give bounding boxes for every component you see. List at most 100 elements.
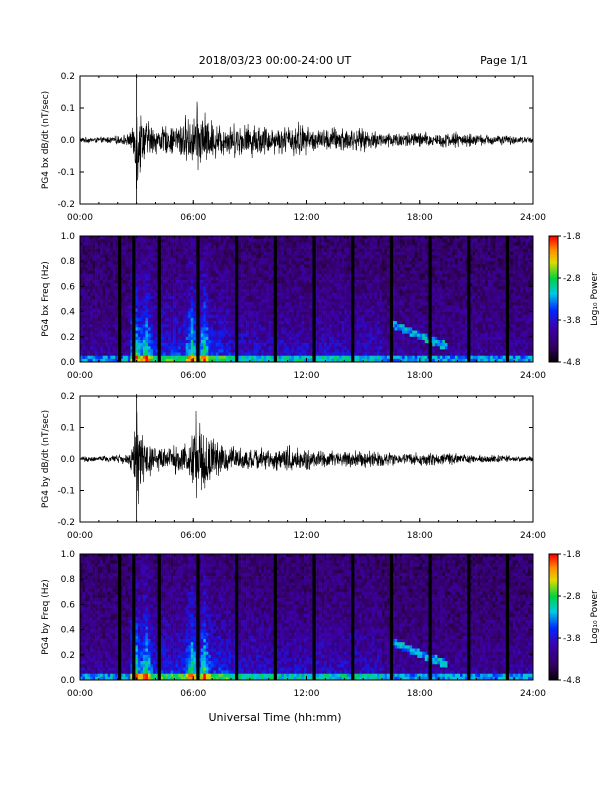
heatmap-cell bbox=[123, 353, 126, 356]
heatmap-cell bbox=[347, 356, 350, 359]
heatmap-cell bbox=[261, 346, 264, 349]
heatmap-cell bbox=[344, 321, 347, 324]
heatmap-cell bbox=[206, 308, 209, 311]
heatmap-cell bbox=[246, 286, 249, 289]
heatmap-cell bbox=[216, 305, 219, 308]
heatmap-cell bbox=[173, 271, 176, 274]
heatmap-cell bbox=[377, 299, 380, 302]
heatmap-cell bbox=[125, 334, 128, 337]
heatmap-cell bbox=[359, 312, 362, 315]
heatmap-cell bbox=[181, 302, 184, 305]
heatmap-cell bbox=[337, 356, 340, 359]
heatmap-cell bbox=[251, 255, 254, 258]
heatmap-cell bbox=[347, 236, 350, 239]
heatmap-cell bbox=[377, 258, 380, 261]
heatmap-cell bbox=[359, 343, 362, 346]
heatmap-cell bbox=[95, 356, 98, 359]
heatmap-cell bbox=[286, 315, 289, 318]
heatmap-cell bbox=[379, 305, 382, 308]
heatmap-cell bbox=[90, 331, 93, 334]
heatmap-cell bbox=[145, 277, 148, 280]
heatmap-cell bbox=[377, 308, 380, 311]
heatmap-cell bbox=[88, 242, 91, 245]
heatmap-cell bbox=[140, 245, 143, 248]
heatmap-cell bbox=[239, 252, 242, 255]
heatmap-cell bbox=[93, 268, 96, 271]
heatmap-cell bbox=[354, 321, 357, 324]
heatmap-cell bbox=[307, 268, 310, 271]
heatmap-cell bbox=[299, 331, 302, 334]
heatmap-cell bbox=[228, 346, 231, 349]
heatmap-cell bbox=[98, 245, 101, 248]
heatmap-cell bbox=[208, 353, 211, 356]
heatmap-cell bbox=[244, 334, 247, 337]
heatmap-cell bbox=[324, 356, 327, 359]
heatmap-cell bbox=[123, 356, 126, 359]
heatmap-cell bbox=[213, 353, 216, 356]
heatmap-cell bbox=[377, 315, 380, 318]
heatmap-cell bbox=[218, 302, 221, 305]
heatmap-cell bbox=[178, 268, 181, 271]
heatmap-cell bbox=[183, 255, 186, 258]
heatmap-cell bbox=[372, 280, 375, 283]
heatmap-cell bbox=[281, 258, 284, 261]
heatmap-cell bbox=[261, 315, 264, 318]
heatmap-cell bbox=[271, 242, 274, 245]
heatmap-cell bbox=[291, 255, 294, 258]
heatmap-cell bbox=[264, 296, 267, 299]
heatmap-cell bbox=[284, 334, 287, 337]
heatmap-cell bbox=[339, 274, 342, 277]
heatmap-cell bbox=[231, 321, 234, 324]
heatmap-cell bbox=[249, 261, 252, 264]
heatmap-cell bbox=[254, 261, 257, 264]
heatmap-cell bbox=[377, 290, 380, 293]
heatmap-cell bbox=[105, 299, 108, 302]
heatmap-cell bbox=[269, 271, 272, 274]
heatmap-cell bbox=[299, 324, 302, 327]
heatmap-cell bbox=[264, 318, 267, 321]
heatmap-cell bbox=[128, 239, 131, 242]
heatmap-cell bbox=[377, 268, 380, 271]
heatmap-cell bbox=[387, 331, 390, 334]
heatmap-cell bbox=[246, 315, 249, 318]
heatmap-cell bbox=[372, 283, 375, 286]
heatmap-cell bbox=[241, 271, 244, 274]
heatmap-cell bbox=[269, 318, 272, 321]
heatmap-cell bbox=[88, 252, 91, 255]
heatmap-cell bbox=[369, 245, 372, 248]
heatmap-cell bbox=[387, 334, 390, 337]
heatmap-cell bbox=[251, 258, 254, 261]
heatmap-cell bbox=[266, 258, 269, 261]
heatmap-cell bbox=[181, 343, 184, 346]
heatmap-cell bbox=[100, 324, 103, 327]
heatmap-cell bbox=[206, 340, 209, 343]
heatmap-cell bbox=[140, 337, 143, 340]
heatmap-cell bbox=[259, 258, 262, 261]
heatmap-cell bbox=[166, 346, 169, 349]
heatmap-cell bbox=[228, 277, 231, 280]
heatmap-cell bbox=[357, 286, 360, 289]
heatmap-cell bbox=[289, 337, 292, 340]
heatmap-cell bbox=[372, 255, 375, 258]
heatmap-cell bbox=[90, 296, 93, 299]
heatmap-cell bbox=[261, 337, 264, 340]
heatmap-cell bbox=[377, 296, 380, 299]
heatmap-cell bbox=[241, 346, 244, 349]
heatmap-cell bbox=[359, 318, 362, 321]
heatmap-cell bbox=[85, 293, 88, 296]
heatmap-cell bbox=[148, 331, 151, 334]
heatmap-cell bbox=[83, 321, 86, 324]
heatmap-cell bbox=[90, 324, 93, 327]
heatmap-cell bbox=[228, 331, 231, 334]
heatmap-cell bbox=[93, 318, 96, 321]
heatmap-cell bbox=[223, 290, 226, 293]
heatmap-cell bbox=[90, 327, 93, 330]
heatmap-cell bbox=[382, 274, 385, 277]
heatmap-cell bbox=[256, 261, 259, 264]
heatmap-cell bbox=[113, 346, 116, 349]
heatmap-cell bbox=[372, 252, 375, 255]
heatmap-cell bbox=[85, 346, 88, 349]
heatmap-cell bbox=[168, 349, 171, 352]
heatmap-cell bbox=[191, 299, 194, 302]
heatmap-cell bbox=[241, 268, 244, 271]
